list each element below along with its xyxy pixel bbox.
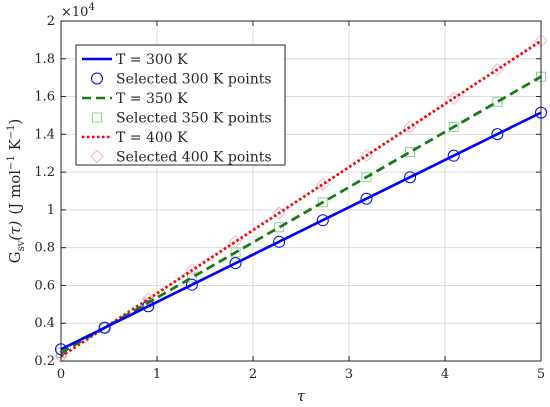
y-axis-label: Gsv(τ)(J mol−1 K−1) xyxy=(6,119,27,264)
data-point xyxy=(99,322,110,333)
y-tick-label: 2 xyxy=(47,14,55,29)
series-line xyxy=(60,39,542,358)
data-point xyxy=(492,96,503,107)
legend-label: Selected 300 K points xyxy=(116,72,272,88)
data-point xyxy=(447,149,460,162)
data-point xyxy=(405,147,416,158)
y-tick-label: 0.4 xyxy=(34,316,55,331)
data-point xyxy=(316,177,330,192)
x-tick-label: 1 xyxy=(153,367,161,382)
data-point xyxy=(361,172,372,183)
x-tick-label: 0 xyxy=(57,367,65,382)
y-tick-label: 1.6 xyxy=(34,90,55,105)
legend-marker-swatch xyxy=(92,112,102,123)
legend-label: T = 400 K xyxy=(116,130,188,146)
data-point xyxy=(491,128,504,141)
data-point xyxy=(230,247,241,258)
legend-marker-swatch xyxy=(91,72,103,85)
data-point xyxy=(404,171,417,184)
legend-label: T = 300 K xyxy=(116,52,188,68)
y-tick-label: 1.4 xyxy=(34,127,55,142)
legend-entry: T = 300 K xyxy=(82,52,188,68)
data-point xyxy=(185,278,198,291)
legend-label: Selected 400 K points xyxy=(116,150,272,166)
legend-entry: Selected 300 K points xyxy=(91,72,272,88)
legend-entry: T = 400 K xyxy=(82,130,188,146)
axis-ticks: 0 1 2 3 4 5 0.2 0.4 0.6 0.8 1 1.2 1.4 1.6 1.8 2 xyxy=(34,14,545,382)
data-point xyxy=(447,91,461,105)
series-line xyxy=(60,111,542,351)
data-point xyxy=(317,197,328,208)
data-point xyxy=(448,121,459,132)
y-tick-label: 0.8 xyxy=(34,241,55,256)
series-line xyxy=(60,75,542,355)
x-tick-label: 4 xyxy=(441,367,449,382)
x-axis-label: τ xyxy=(297,387,306,405)
legend-label: T = 350 K xyxy=(116,91,188,107)
axes-box xyxy=(60,20,542,362)
y-tick-label: 1.2 xyxy=(34,165,55,180)
x-tick-label: 5 xyxy=(537,367,545,382)
data-point xyxy=(186,272,197,283)
legend-label: Selected 350 K points xyxy=(116,111,272,127)
x-tick-label: 2 xyxy=(249,367,257,382)
plot-series xyxy=(54,34,548,364)
data-point xyxy=(359,148,374,163)
legend-entry: Selected 350 K points xyxy=(92,111,272,127)
y-tick-label: 0.2 xyxy=(34,354,55,369)
y-tick-label: 1 xyxy=(47,203,55,218)
data-point xyxy=(142,300,155,313)
y-axis-exponent: ×104 xyxy=(61,2,95,20)
legend-entry: T = 350 K xyxy=(82,91,188,107)
data-point xyxy=(228,234,243,249)
data-point xyxy=(98,321,111,334)
y-tick-label: 1.8 xyxy=(34,52,55,67)
data-point xyxy=(229,257,242,270)
legend-marker-swatch xyxy=(90,149,104,164)
data-point xyxy=(360,192,373,205)
x-tick-label: 3 xyxy=(345,367,353,382)
data-point xyxy=(273,235,286,248)
data-point xyxy=(316,214,329,227)
legend-box xyxy=(75,44,286,166)
y-tick-label: 0.6 xyxy=(34,278,55,293)
legend: T = 300 K Selected 300 K points T = 350 K S… xyxy=(75,44,286,166)
data-point xyxy=(274,222,285,233)
legend-entry: Selected 400 K points xyxy=(90,149,272,166)
